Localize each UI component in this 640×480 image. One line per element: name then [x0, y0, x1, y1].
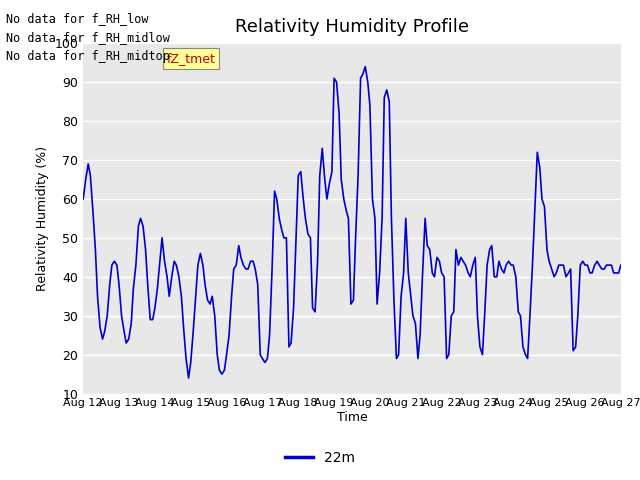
- 22m: [479, 352, 486, 358]
- Text: No data for f_RH_low: No data for f_RH_low: [6, 12, 149, 25]
- 22m: [445, 352, 452, 358]
- Y-axis label: Relativity Humidity (%): Relativity Humidity (%): [36, 146, 49, 291]
- Line: 22m: 22m: [83, 67, 621, 378]
- Legend: 22m: 22m: [280, 445, 360, 471]
- 22m: [421, 216, 429, 221]
- 22m: [101, 328, 109, 334]
- 22m: [185, 375, 193, 381]
- Text: fZ_tmet: fZ_tmet: [166, 52, 216, 65]
- X-axis label: Time: Time: [337, 411, 367, 424]
- Text: No data for f_RH_midtop: No data for f_RH_midtop: [6, 50, 170, 63]
- 22m: [610, 270, 618, 276]
- Title: Relativity Humidity Profile: Relativity Humidity Profile: [235, 18, 469, 36]
- 22m: [79, 196, 87, 202]
- 22m: [380, 95, 388, 101]
- Text: No data for f_RH_midlow: No data for f_RH_midlow: [6, 31, 170, 44]
- 22m: [362, 64, 369, 70]
- 22m: [617, 262, 625, 268]
